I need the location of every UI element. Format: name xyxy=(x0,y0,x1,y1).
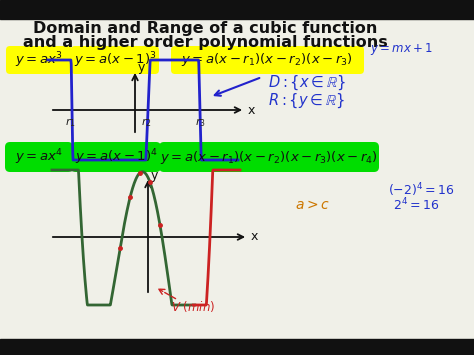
Text: $y = a(x - r_1)(x - r_2)(x - r_3)$: $y = a(x - r_1)(x - r_2)(x - r_3)$ xyxy=(181,51,353,69)
Text: $y = a(x-1)^4$: $y = a(x-1)^4$ xyxy=(74,147,157,167)
Text: $2^4 = 16$: $2^4 = 16$ xyxy=(393,197,439,213)
Text: x: x xyxy=(251,230,258,244)
Text: $y = a(x-1)^3$: $y = a(x-1)^3$ xyxy=(73,50,156,70)
Text: $y = a(x - r_1)(x - r_2)(x - r_3)(x - r_4)$: $y = a(x - r_1)(x - r_2)(x - r_3)(x - r_… xyxy=(160,148,378,165)
Text: and a higher order polynomial functions: and a higher order polynomial functions xyxy=(23,36,387,50)
Text: y: y xyxy=(138,61,146,75)
Text: y: y xyxy=(151,169,158,181)
FancyBboxPatch shape xyxy=(171,46,364,74)
Text: $y = mx + 1$: $y = mx + 1$ xyxy=(370,41,433,57)
FancyBboxPatch shape xyxy=(71,46,159,74)
Text: $r_1$: $r_1$ xyxy=(64,116,75,129)
Text: $r_2$: $r_2$ xyxy=(141,116,151,129)
Text: $r_3$: $r_3$ xyxy=(195,116,205,129)
Text: $D:\{x \in \mathbb{R}\}$: $D:\{x \in \mathbb{R}\}$ xyxy=(268,74,346,92)
FancyBboxPatch shape xyxy=(6,46,72,74)
Text: x: x xyxy=(248,104,255,116)
Bar xyxy=(0,0,474,19)
Text: $y = ax^3$: $y = ax^3$ xyxy=(15,50,63,70)
Bar xyxy=(0,339,474,355)
Text: $R:\{y \in \mathbb{R}\}$: $R:\{y \in \mathbb{R}\}$ xyxy=(268,92,345,110)
Text: $(-2)^4 = 16$: $(-2)^4 = 16$ xyxy=(388,181,455,199)
Text: Domain and Range of a cubic function: Domain and Range of a cubic function xyxy=(33,22,377,37)
Text: $y = ax^4$: $y = ax^4$ xyxy=(15,147,63,167)
FancyBboxPatch shape xyxy=(71,142,161,172)
Text: $V\ (min)$: $V\ (min)$ xyxy=(171,300,215,315)
FancyBboxPatch shape xyxy=(5,142,73,172)
FancyBboxPatch shape xyxy=(159,142,379,172)
Text: $a > c$: $a > c$ xyxy=(294,198,329,212)
